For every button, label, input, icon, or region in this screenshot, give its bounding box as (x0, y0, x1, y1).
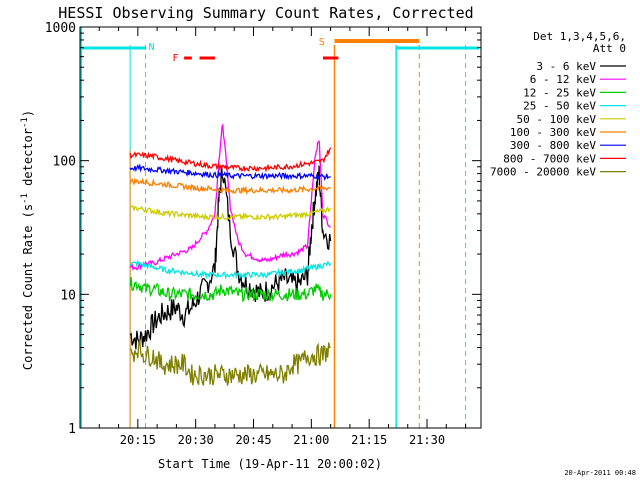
legend-label: 25 - 50 keV (523, 100, 596, 113)
legend-label: 6 - 12 keV (530, 73, 597, 86)
legend-label: 100 - 300 keV (510, 126, 596, 139)
x-tick-label: 20:15 (120, 433, 156, 447)
series-line-6 (129, 163, 331, 181)
x-tick-label: 21:15 (351, 433, 387, 447)
legend-label: 3 - 6 keV (536, 60, 596, 73)
x-tick-label: 20:30 (178, 433, 214, 447)
y-axis-label: Corrected Count Rate (s-1 detector-1) (20, 110, 35, 370)
x-tick-label: 21:00 (293, 433, 329, 447)
legend-label: 800 - 7000 keV (503, 152, 596, 165)
y-tick-label: 1 (68, 422, 76, 437)
series-line-4 (129, 205, 332, 222)
plot-frame (79, 26, 482, 429)
y-tick-label: 10 (60, 288, 76, 303)
y-tick-label: 100 (53, 155, 76, 170)
series-line-5 (129, 177, 332, 196)
series-line-3 (129, 259, 332, 280)
chart-title: HESSI Observing Summary Count Rates, Cor… (58, 4, 473, 22)
legend-label: 300 - 800 keV (510, 139, 596, 152)
series-line-7 (129, 147, 332, 173)
x-tick-label: 20:45 (235, 433, 271, 447)
series-line-0 (129, 165, 332, 350)
legend-header-line-2: Att 0 (593, 42, 626, 55)
legend-label: 7000 - 20000 keV (490, 166, 596, 179)
legend-label: 50 - 100 keV (517, 113, 597, 126)
x-axis-label: Start Time (19-Apr-11 20:00:02) (158, 457, 382, 471)
series-line-1 (129, 123, 331, 271)
legend-header-line-1: Det 1,3,4,5,6, (533, 30, 626, 43)
footer-timestamp: 20-Apr-2011 00:48 (564, 469, 636, 477)
series-line-8 (129, 339, 331, 386)
marker-label-s: S (319, 37, 325, 48)
x-tick-label: 21:30 (409, 433, 445, 447)
series-line-2 (129, 277, 332, 303)
y-tick-label: 1000 (45, 21, 76, 36)
marker-label-f: F (173, 53, 179, 64)
marker-label-n: N (149, 42, 155, 53)
legend-label: 12 - 25 keV (523, 86, 596, 99)
